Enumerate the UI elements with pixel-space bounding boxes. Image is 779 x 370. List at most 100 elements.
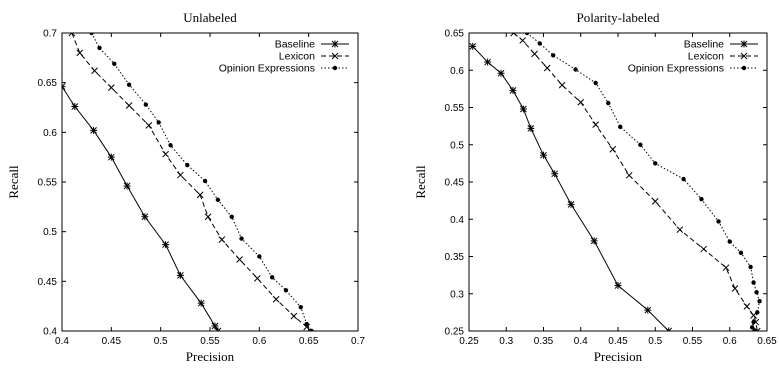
series-lexicon-point (218, 236, 226, 243)
series-lexicon-point (107, 84, 115, 91)
legend-label: Opinion Expressions (628, 63, 724, 75)
series-lexicon-point (204, 213, 212, 221)
y-tick-label: 0.45 (38, 277, 58, 288)
y-tick-label: 0.35 (445, 252, 465, 263)
series-opinion-expressions-point (257, 254, 262, 259)
legend-label: Lexicon (688, 51, 724, 63)
series-baseline-point (176, 271, 184, 279)
series-baseline-point (71, 103, 79, 111)
series-baseline-point (519, 105, 527, 113)
legend-label: Opinion Expressions (219, 63, 315, 75)
series-baseline-point (551, 170, 559, 178)
series-opinion-expressions (524, 33, 762, 331)
x-tick-label: 0.65 (299, 336, 319, 347)
series-opinion-expressions-point (606, 100, 611, 106)
series-lexicon-point (68, 33, 76, 37)
series-opinion-expressions-point (716, 219, 721, 224)
legend-marker (740, 40, 748, 48)
series-baseline-point (567, 200, 575, 208)
y-tick-label: 0.6 (450, 66, 464, 77)
series-opinion-expressions (89, 33, 314, 331)
series-opinion-expressions-point (751, 319, 756, 325)
series-opinion-expressions-point (727, 239, 732, 244)
series-opinion-expressions-point (156, 120, 161, 125)
series-lexicon-point (510, 33, 518, 37)
series-opinion-expressions-point (755, 310, 760, 315)
plot-area (469, 33, 762, 331)
x-tick-label: 0.3 (499, 336, 513, 347)
chart-title: Unlabeled (183, 10, 237, 25)
series-opinion-expressions-point (681, 176, 686, 182)
legend-marker (331, 52, 339, 60)
series-lexicon-point (254, 274, 261, 282)
series-opinion-expressions-point (229, 214, 234, 219)
series-lexicon-point (625, 171, 633, 179)
x-axis-label: Precision (594, 349, 643, 364)
series-opinion-expressions-point (653, 161, 658, 166)
series-opinion-expressions-point (524, 33, 530, 36)
legend-label: Baseline (684, 39, 724, 51)
x-tick-label: 0.5 (648, 336, 662, 347)
y-tick-label: 0.25 (445, 327, 465, 338)
series-opinion-expressions-point (283, 288, 289, 293)
chart-title: Polarity-labeled (576, 10, 660, 25)
x-tick-label: 0.4 (55, 336, 69, 347)
legend-marker (740, 52, 748, 60)
series-opinion-expressions-point (126, 82, 132, 87)
x-tick-label: 0.45 (608, 336, 628, 347)
series-baseline-point (497, 69, 505, 77)
series-lexicon-point (651, 198, 659, 205)
series-opinion-expressions-point (699, 196, 704, 202)
series-lexicon-point (609, 145, 617, 153)
series-opinion-expressions-point (239, 236, 244, 241)
y-axis-label: Recall (413, 165, 428, 199)
x-tick-label: 0.4 (574, 336, 588, 347)
series-baseline-point (644, 306, 652, 314)
series-lexicon-point (753, 327, 761, 331)
series-opinion-expressions-point (749, 325, 755, 330)
series-opinion-expressions-point (112, 61, 117, 66)
y-tick-label: 0.55 (445, 103, 465, 114)
series-lexicon-point (177, 171, 184, 179)
legend-label: Baseline (275, 39, 315, 51)
y-tick-label: 0.65 (38, 78, 58, 89)
series-opinion-expressions-point (751, 280, 756, 285)
x-tick-label: 0.6 (252, 336, 266, 347)
series-opinion-expressions-point (89, 33, 94, 36)
series-lexicon-point (272, 295, 280, 303)
series-lexicon-point (519, 37, 526, 44)
legend-label: Lexicon (279, 51, 315, 63)
series-baseline-point (107, 153, 115, 161)
series-baseline-point (211, 322, 219, 330)
series-lexicon-point (91, 67, 98, 75)
series-opinion-expressions-point (168, 143, 173, 148)
series-opinion-expressions-point (298, 304, 303, 310)
y-tick-label: 0.6 (43, 128, 57, 139)
series-lexicon-line (71, 33, 308, 328)
y-tick-label: 0.4 (43, 327, 57, 338)
series-opinion-expressions-point (309, 328, 314, 331)
legend-marker (741, 65, 747, 71)
legend-marker (331, 40, 339, 48)
series-opinion-expressions-point (550, 53, 556, 58)
series-opinion-expressions-point (618, 124, 623, 130)
x-tick-label: 0.55 (200, 336, 220, 347)
x-axis-label: Precision (186, 349, 235, 364)
x-tick-label: 0.7 (351, 336, 365, 347)
series-lexicon-point (558, 81, 566, 89)
series-opinion-expressions-point (754, 290, 759, 295)
series-opinion-expressions-point (202, 178, 208, 184)
series-baseline-point (214, 327, 222, 331)
series-opinion-expressions-point (185, 162, 190, 168)
series-lexicon-point (303, 323, 311, 331)
series-baseline-line (472, 46, 670, 331)
series-lexicon-point (592, 121, 600, 128)
y-tick-label: 0.4 (450, 215, 464, 226)
series-opinion-expressions-line (526, 33, 761, 331)
plot-area (62, 33, 314, 331)
plot-frame (61, 32, 359, 332)
series-baseline-point (162, 241, 170, 249)
series-lexicon (510, 33, 761, 331)
series-opinion-expressions-point (215, 197, 221, 203)
series-lexicon-point (676, 226, 684, 234)
